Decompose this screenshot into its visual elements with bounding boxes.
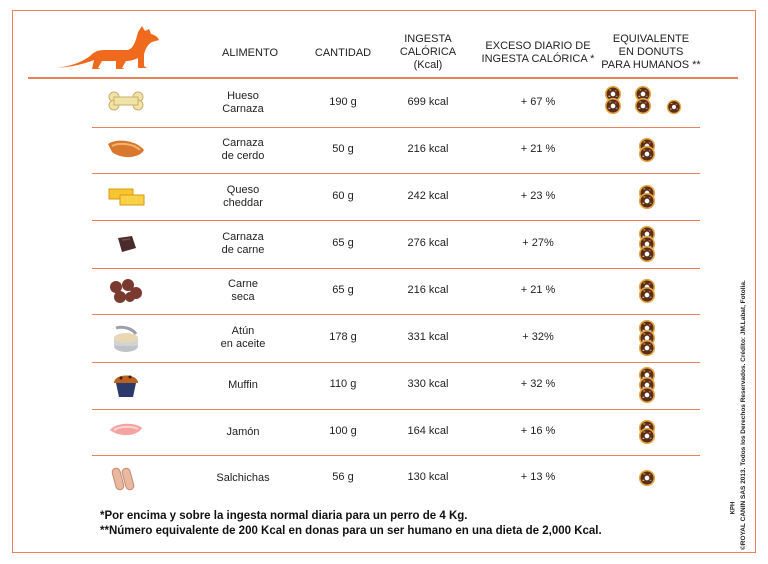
dog-silhouette-icon xyxy=(56,26,159,69)
food-name: Jamón xyxy=(200,426,286,439)
page-frame xyxy=(12,10,756,553)
food-name-line: Carnaza xyxy=(222,103,264,115)
food-name-line: de cerdo xyxy=(221,150,265,162)
header-cantidad: CANTIDAD xyxy=(314,47,372,59)
excess-cell: + 67 % xyxy=(520,96,556,108)
row-divider xyxy=(92,314,700,315)
food-name: Queso cheddar xyxy=(200,184,286,210)
sausage-icon xyxy=(106,464,146,499)
footnote-2: **Número equivalente de 200 Kcal en dona… xyxy=(100,525,602,537)
kcal-cell: 276 kcal xyxy=(407,237,449,249)
tuna-can-icon xyxy=(106,324,146,361)
excess-cell: + 27% xyxy=(522,237,554,249)
beef-rawhide-icon xyxy=(106,230,146,261)
food-name-line: Hueso xyxy=(227,90,259,102)
food-name-line: Salchichas xyxy=(216,471,270,484)
pork-rawhide-icon xyxy=(106,136,146,167)
excess-cell: + 21 % xyxy=(520,143,556,155)
food-name: Carnaza de cerdo xyxy=(200,137,286,163)
quantity-cell: 65 g xyxy=(332,284,354,296)
food-name: Atún en aceite xyxy=(200,325,286,351)
header-exceso: EXCESO DIARIO DE INGESTA CALÓRICA * xyxy=(481,40,595,65)
excess-cell: + 32% xyxy=(522,331,554,343)
food-name: Salchichas xyxy=(200,472,286,485)
ham-icon xyxy=(106,418,146,447)
row-divider xyxy=(92,362,700,363)
food-name: Hueso Carnaza xyxy=(200,90,286,116)
row-divider xyxy=(92,409,700,410)
food-name-line: Carnaza xyxy=(222,137,264,149)
brand-mark: KPH xyxy=(730,501,737,515)
row-divider xyxy=(92,127,700,128)
food-name-line: Jamón xyxy=(226,425,260,438)
food-name-line: Carne xyxy=(228,278,258,290)
kcal-cell: 130 kcal xyxy=(407,471,449,483)
excess-cell: + 21 % xyxy=(520,284,556,296)
muffin-icon xyxy=(106,371,146,406)
quantity-cell: 60 g xyxy=(332,190,354,202)
quantity-cell: 50 g xyxy=(332,143,354,155)
kcal-cell: 330 kcal xyxy=(407,378,449,390)
row-divider xyxy=(92,455,700,456)
header-rule xyxy=(28,77,738,79)
header-alimento: ALIMENTO xyxy=(221,47,279,59)
row-divider xyxy=(92,220,700,221)
row-divider xyxy=(92,173,700,174)
food-name: Carnaza de carne xyxy=(200,231,286,257)
quantity-cell: 56 g xyxy=(332,471,354,483)
bone-icon xyxy=(106,89,146,118)
food-name-line: Queso xyxy=(226,184,260,196)
food-name-line: Carnaza xyxy=(222,231,264,243)
kcal-cell: 331 kcal xyxy=(407,331,449,343)
excess-cell: + 16 % xyxy=(520,425,556,437)
kcal-cell: 164 kcal xyxy=(407,425,449,437)
quantity-cell: 178 g xyxy=(329,331,357,343)
credit-text: ©ROYAL CANIN SAS 2013. Todos los Derecho… xyxy=(740,280,747,550)
excess-cell: + 23 % xyxy=(520,190,556,202)
footnote-1: *Por encima y sobre la ingesta normal di… xyxy=(100,510,468,522)
food-name-line: en aceite xyxy=(220,338,266,350)
quantity-cell: 100 g xyxy=(329,425,357,437)
credit-vertical: ©ROYAL CANIN SAS 2013. Todos los Derecho… xyxy=(737,230,751,550)
food-name-line: Atún xyxy=(231,325,255,337)
header-equivalente: EQUIVALENTE EN DONUTS PARA HUMANOS ** xyxy=(601,33,701,71)
excess-cell: + 13 % xyxy=(520,471,556,483)
food-name-line: de carne xyxy=(221,244,265,256)
quantity-cell: 65 g xyxy=(332,237,354,249)
quantity-cell: 190 g xyxy=(329,96,357,108)
food-name-line: Muffin xyxy=(228,378,258,391)
kcal-cell: 242 kcal xyxy=(407,190,449,202)
food-name: Muffin xyxy=(200,379,286,392)
quantity-cell: 110 g xyxy=(329,378,357,390)
row-divider xyxy=(92,268,700,269)
food-name-line: seca xyxy=(231,291,255,303)
kcal-cell: 216 kcal xyxy=(407,143,449,155)
food-name: Carne seca xyxy=(200,278,286,304)
cheese-icon xyxy=(106,183,146,214)
kcal-cell: 216 kcal xyxy=(407,284,449,296)
jerky-icon xyxy=(106,277,146,310)
food-name-line: cheddar xyxy=(223,197,263,209)
kcal-cell: 699 kcal xyxy=(407,96,449,108)
header-ingesta: INGESTA CALÓRICA (Kcal) xyxy=(399,33,457,71)
excess-cell: + 32 % xyxy=(520,378,556,390)
